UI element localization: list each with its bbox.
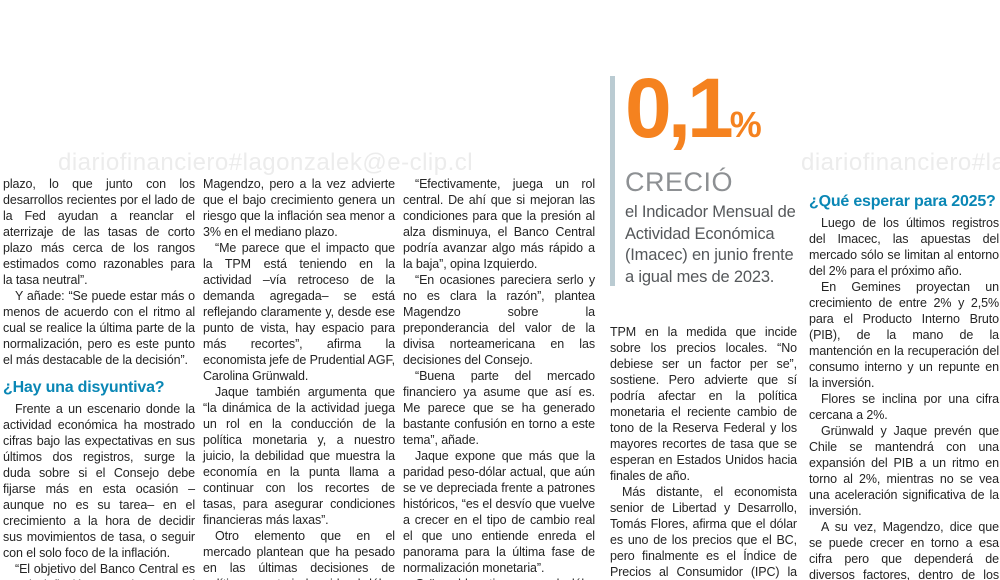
- paragraph: TPM en la medida que incide sobre los pr…: [610, 325, 797, 483]
- paragraph: “Me parece que el impacto que la TPM est…: [203, 241, 395, 383]
- article-column-4: 0,1% CRECIÓ el Indicador Mensual de Acti…: [610, 66, 797, 580]
- paragraph: Más distante, el economista senior de Li…: [610, 485, 797, 579]
- stat-callout: 0,1% CRECIÓ el Indicador Mensual de Acti…: [610, 66, 797, 288]
- paragraph-text: A su vez, Magendzo, dice que se puede cr…: [809, 520, 999, 580]
- paragraph: “En ocasiones pareciera serlo y no es cl…: [403, 273, 595, 367]
- paragraph: plazo, lo que junto con los desarrollos …: [3, 177, 195, 287]
- paragraph: Flores se inclina por una cifra cercana …: [809, 392, 999, 422]
- stat-description: el Indicador Mensual de Actividad Económ…: [625, 203, 796, 286]
- watermark-right: diariofinanciero#lag: [801, 149, 1000, 176]
- stat-value: 0,1%: [625, 66, 797, 165]
- paragraph: Jaque expone que más que la paridad peso…: [403, 449, 595, 575]
- article-column-5: ¿Qué esperar para 2025? Luego de los últ…: [809, 174, 999, 580]
- paragraph: Grünwald estima que el dólar tendría imp…: [403, 576, 595, 580]
- paragraph: Grünwald y Jaque prevén que Chile se man…: [809, 424, 999, 518]
- paragraph: Y añade: “Se puede estar más o menos de …: [3, 289, 195, 367]
- paragraph: Magendzo, pero a la vez advierte que el …: [203, 177, 395, 239]
- stat-number: 0,1: [625, 61, 734, 155]
- stat-accent-bar: [610, 76, 615, 286]
- paragraph: Otro elemento que en el mercado plantean…: [203, 529, 395, 580]
- paragraph: Frente a un escenario donde la actividad…: [3, 402, 195, 560]
- paragraph: A su vez, Magendzo, dice que se puede cr…: [809, 519, 999, 580]
- watermark-left: diariofinanciero#lagonzalek@e-clip.cl: [58, 149, 474, 176]
- percent-sign: %: [729, 104, 762, 145]
- article-column-1: plazo, lo que junto con los desarrollos …: [3, 176, 195, 580]
- subheading-2025: ¿Qué esperar para 2025?: [809, 193, 996, 210]
- stat-verb: CRECIÓ: [625, 167, 734, 197]
- paragraph: En Gemines proyectan un crecimiento de e…: [809, 280, 999, 390]
- subheading-disyuntiva: ¿Hay una disyuntiva?: [3, 379, 165, 396]
- paragraph: “Efectivamente, juega un rol central. De…: [403, 177, 595, 271]
- paragraph: “El objetivo del Banco Central es que la…: [3, 562, 195, 580]
- article-column-2: Magendzo, pero a la vez advierte que el …: [203, 176, 395, 580]
- paragraph: “Buena parte del mercado financiero ya a…: [403, 369, 595, 447]
- paragraph: Luego de los últimos registros del Imace…: [809, 216, 999, 278]
- article-column-3: “Efectivamente, juega un rol central. De…: [403, 176, 595, 580]
- paragraph: Jaque también argumenta que “la dinámica…: [203, 385, 395, 527]
